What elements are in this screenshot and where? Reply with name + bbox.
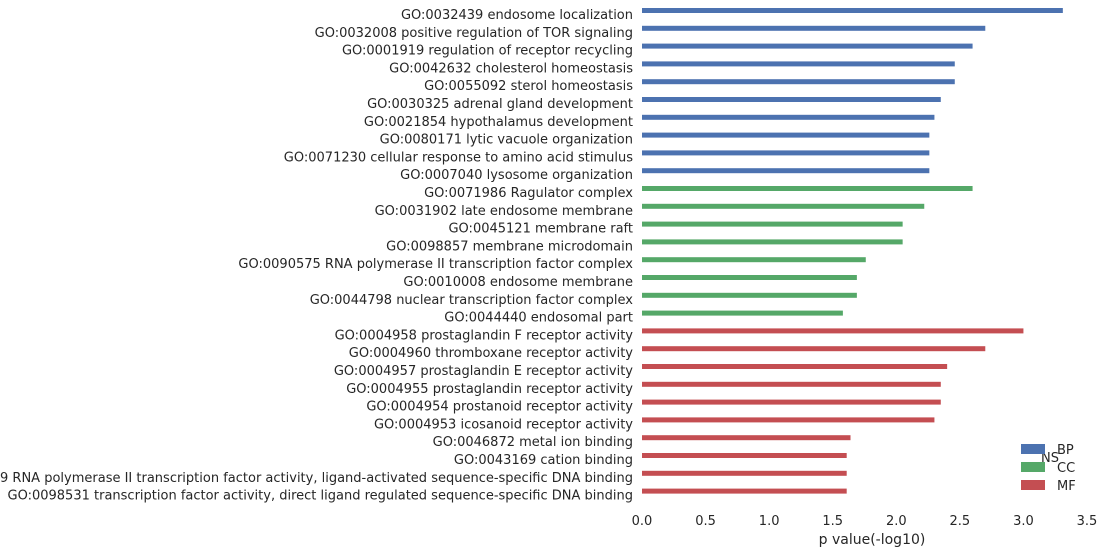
category-label-5: GO:0055092 sterol homeostasis [424,79,633,94]
bar-17 [642,292,857,298]
category-label-15: GO:0090575 RNA polymerase II transcripti… [238,257,633,272]
category-label-25: GO:0046872 metal ion binding [433,435,633,450]
x-tick-label-7: 3.0 [1013,514,1034,529]
category-label-1: GO:0032439 endosome localization [401,8,633,23]
bar-22 [642,381,941,387]
x-tick-label-6: 2.5 [950,514,971,529]
bars-group [642,8,1063,494]
legend: NS BP CC MF [1021,443,1076,494]
bar-23 [642,399,941,405]
bar-15 [642,257,866,263]
category-label-11: GO:0071986 Ragulator complex [424,186,633,201]
x-tick-label-1: 0.0 [632,514,653,529]
bar-14 [642,239,903,245]
bar-28 [642,488,847,494]
category-label-9: GO:0071230 cellular response to amino ac… [284,150,633,165]
x-tick-label-3: 1.0 [759,514,780,529]
bar-12 [642,203,925,209]
legend-label-mf: MF [1057,479,1076,494]
bar-5 [642,79,955,85]
category-label-6: GO:0030325 adrenal gland development [367,97,633,112]
legend-entry-bp: BP [1021,443,1074,458]
category-label-7: GO:0021854 hypothalamus development [364,115,633,130]
bar-13 [642,221,903,227]
legend-swatch-mf [1021,480,1045,490]
x-axis-ticks: 0.0 0.5 1.0 1.5 2.0 2.5 3.0 3.5 [632,514,1098,529]
bar-27 [642,470,847,476]
bar-8 [642,132,930,138]
bar-25 [642,435,851,441]
bar-11 [642,186,973,191]
bar-19 [642,328,1024,334]
bar-20 [642,346,986,352]
legend-entry-mf: MF [1021,479,1076,494]
category-label-13: GO:0045121 membrane raft [448,222,633,237]
bar-3 [642,43,973,49]
bar-10 [642,168,930,174]
category-label-27: GO:0004879 RNA polymerase II transcripti… [0,471,633,486]
category-label-19: GO:0004958 prostaglandin F receptor acti… [335,328,634,343]
category-label-17: GO:0044798 nuclear transcription factor … [310,293,634,308]
legend-label-cc: CC [1057,461,1075,476]
category-label-10: GO:0007040 lysosome organization [400,168,633,183]
category-label-12: GO:0031902 late endosome membrane [375,204,633,219]
bar-7 [642,114,935,120]
category-label-18: GO:0044440 endosomal part [444,311,633,326]
category-label-16: GO:0010008 endosome membrane [403,275,633,290]
bar-1 [642,8,1063,13]
category-label-22: GO:0004955 prostaglandin receptor activi… [346,382,633,397]
x-tick-label-4: 1.5 [822,514,843,529]
category-label-20: GO:0004960 thromboxane receptor activity [349,346,634,361]
legend-entries: BP CC MF [1021,443,1076,494]
category-label-21: GO:0004957 prostaglandin E receptor acti… [334,364,633,379]
category-label-3: GO:0001919 regulation of receptor recycl… [342,44,633,59]
bar-24 [642,417,935,423]
legend-swatch-cc [1021,462,1045,472]
legend-title: NS [1041,451,1059,466]
x-axis-title: p value(-log10) [819,532,926,548]
bar-16 [642,275,857,280]
bar-21 [642,364,948,369]
x-tick-label-8: 3.5 [1077,514,1098,529]
bar-2 [642,25,986,31]
category-label-8: GO:0080171 lytic vacuole organization [380,133,633,148]
legend-label-bp: BP [1057,443,1074,458]
legend-entry-cc: CC [1021,461,1075,476]
bar-4 [642,61,955,67]
x-tick-label-5: 2.0 [886,514,907,529]
category-label-28: GO:0098531 transcription factor activity… [8,489,633,504]
category-label-23: GO:0004954 prostanoid receptor activity [366,400,633,415]
category-label-14: GO:0098857 membrane microdomain [386,239,633,254]
x-tick-label-2: 0.5 [695,514,716,529]
category-label-24: GO:0004953 icosanoid receptor activity [374,417,633,432]
bar-9 [642,150,930,156]
legend-swatch-bp [1021,444,1045,454]
bar-26 [642,453,847,458]
category-label-4: GO:0042632 cholesterol homeostasis [389,61,633,76]
category-label-2: GO:0032008 positive regulation of TOR si… [315,26,633,41]
category-label-26: GO:0043169 cation binding [454,453,633,468]
category-labels: GO:0032439 endosome localization GO:00320… [0,8,633,504]
bar-6 [642,97,941,102]
bar-18 [642,310,843,316]
